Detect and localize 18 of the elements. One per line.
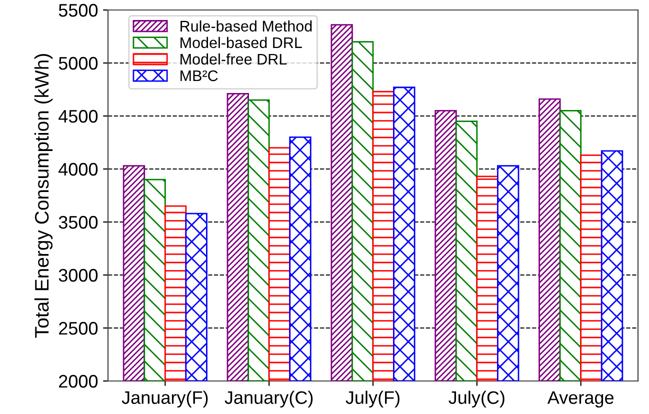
x-tick-label: July(F) (346, 390, 400, 408)
legend-label: Model-based DRL (180, 36, 302, 48)
y-tick-label: 5500 (58, 4, 98, 17)
y-tick-label: 2500 (59, 322, 98, 335)
y-tick-label: 4000 (58, 162, 98, 176)
x-tick-label: January(C) (224, 390, 313, 408)
x-tick-label: July(C) (448, 390, 504, 408)
y-tick-label: 2000 (59, 374, 98, 388)
y-tick-label: 4500 (58, 110, 98, 123)
y-tick-label: 3500 (58, 216, 98, 229)
y-tick-label: 3000 (58, 268, 98, 282)
x-tick-label: Average (547, 391, 614, 408)
legend-label: Model-free DRL (180, 53, 287, 65)
legend-label: MB²C (180, 70, 218, 82)
y-tick-label: 5000 (58, 56, 98, 70)
x-tick-label: January(F) (122, 390, 208, 408)
y-axis-title: Total Energy Consumption (kWh) (34, 54, 53, 338)
legend-label: Rule-based Method (180, 20, 312, 32)
